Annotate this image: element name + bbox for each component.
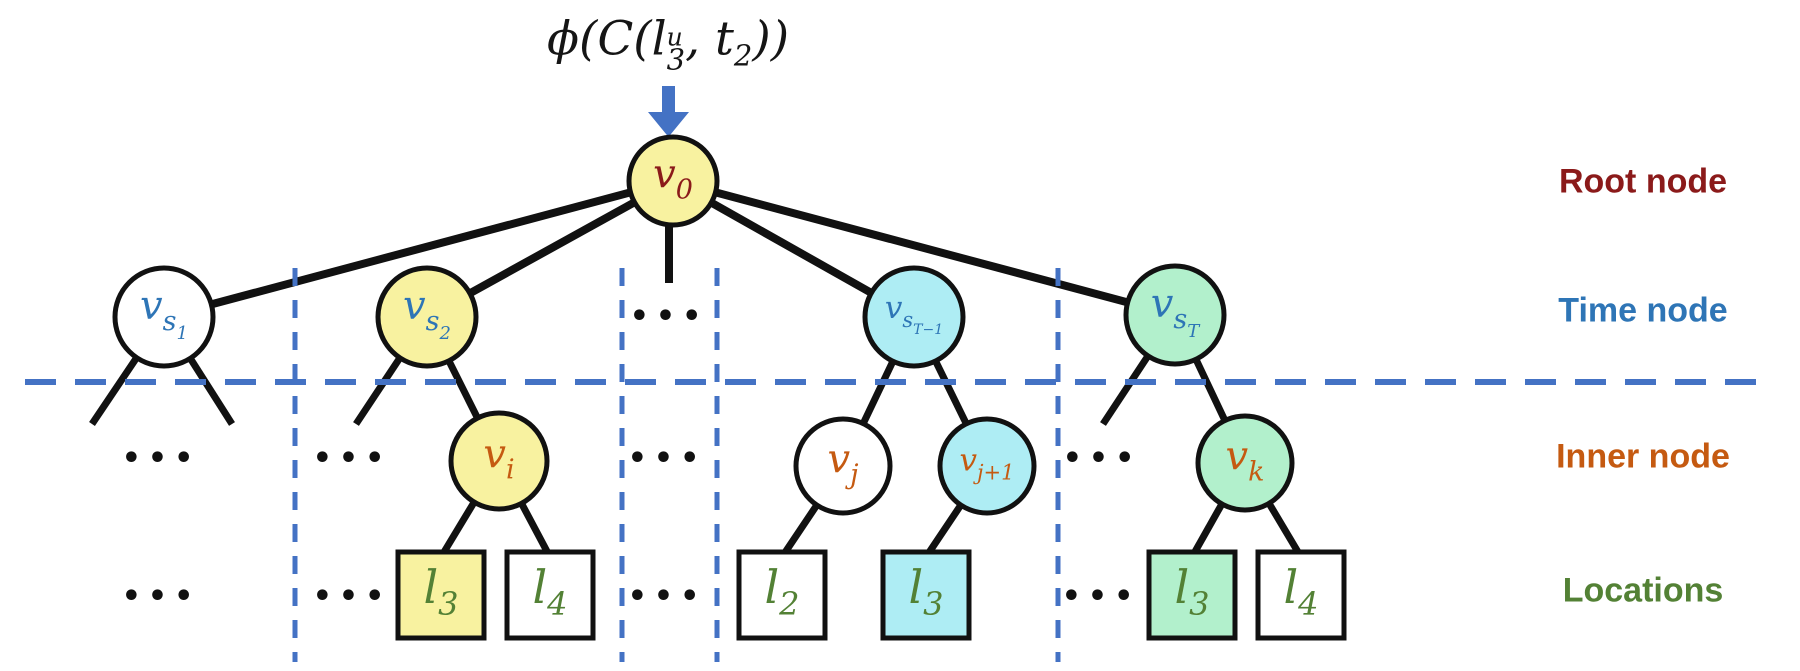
ellipsis-dots-locations-4: ••• xyxy=(1061,579,1141,614)
label-root-base: v xyxy=(653,151,676,198)
label-root-sub: 0 xyxy=(675,174,693,206)
formula-open: (C( xyxy=(578,11,652,67)
label-node-inner-k: vk xyxy=(1226,437,1265,486)
label-l3c-base: l xyxy=(908,559,924,614)
label-node-time-s1: vs1 xyxy=(140,286,188,343)
label-l4a-sub: 4 xyxy=(547,584,568,623)
label-sT-subsub: T xyxy=(1187,321,1200,343)
label-l3c-sub: 3 xyxy=(923,584,944,623)
label-j1-base: v xyxy=(959,442,978,479)
loc-l4-left xyxy=(504,549,596,641)
label-loc-l3-yellow: l3 xyxy=(423,564,458,620)
ellipsis-dots-inner-1: ••• xyxy=(121,441,201,476)
label-loc-l2: l2 xyxy=(764,564,799,620)
legend-time-node: Time node xyxy=(1558,291,1728,330)
formula-annotation: ϕ(C(l u 3, t2)) xyxy=(547,16,789,77)
node-inner-i xyxy=(448,410,550,512)
label-loc-l4-left: l4 xyxy=(532,564,567,620)
node-inner-j xyxy=(793,416,893,516)
formula-t-sub: 2 xyxy=(733,38,753,73)
label-loc-l3-green: l3 xyxy=(1174,564,1209,620)
node-inner-k xyxy=(1195,413,1295,513)
loc-l3-yellow xyxy=(395,549,487,641)
label-s2-sub: s xyxy=(425,306,440,338)
label-l3g-sub: 3 xyxy=(1189,584,1210,623)
formula-l-sub: 3 xyxy=(666,42,686,77)
edge-root-vs1 xyxy=(162,177,675,321)
label-k-base: v xyxy=(1225,433,1249,480)
label-sT1-subsub: T−1 xyxy=(913,322,944,339)
node-time-sT xyxy=(1123,263,1227,367)
node-root xyxy=(626,134,720,228)
label-s2-subsub: 2 xyxy=(439,323,451,345)
legend-locations: Locations xyxy=(1562,571,1724,610)
label-l4a-base: l xyxy=(532,559,548,614)
label-node-inner-j1: vj+1 xyxy=(960,445,1015,483)
label-l2-base: l xyxy=(764,559,780,614)
label-node-inner-i: vi xyxy=(483,435,514,484)
label-sT1-base: v xyxy=(884,290,903,327)
node-time-s1 xyxy=(112,265,216,369)
ellipsis-dots-locations-3: ••• xyxy=(627,579,707,614)
label-l3g-base: l xyxy=(1174,559,1190,614)
edge-root-vst xyxy=(671,177,1177,319)
label-s1-base: v xyxy=(140,283,163,330)
label-l3y-base: l xyxy=(423,559,439,614)
label-node-root: v0 xyxy=(653,155,693,204)
ellipsis-dots-inner-4: ••• xyxy=(1062,441,1142,476)
label-l2-sub: 2 xyxy=(779,584,800,623)
label-node-time-sT-1: vsT−1 xyxy=(884,290,944,339)
dashed-guides xyxy=(25,268,1767,662)
loc-l4-right xyxy=(1255,549,1347,641)
loc-l2 xyxy=(736,549,828,641)
tree-nodes xyxy=(112,134,1347,641)
label-j-base: v xyxy=(827,436,851,483)
label-s1-subsub: 1 xyxy=(176,323,188,345)
node-inner-j1 xyxy=(937,416,1037,516)
down-arrow-icon xyxy=(648,86,689,137)
label-s1-sub: s xyxy=(162,306,177,338)
ellipsis-dots-inner-3: ••• xyxy=(627,441,707,476)
tree-edges xyxy=(89,177,1305,559)
ellipsis-dots-locations-2: ••• xyxy=(312,579,392,614)
label-l3y-sub: 3 xyxy=(438,584,459,623)
label-j1-sub: j+1 xyxy=(977,460,1015,485)
label-node-time-sT: vsT xyxy=(1151,284,1199,341)
formula-close: )) xyxy=(752,11,790,67)
legend-root-node: Root node xyxy=(1558,162,1728,201)
node-time-s2 xyxy=(375,265,479,369)
label-l4b-base: l xyxy=(1283,559,1299,614)
label-i-sub: i xyxy=(505,454,515,486)
formula-t-base: t xyxy=(715,11,734,67)
label-sT-base: v xyxy=(1150,281,1174,328)
ellipsis-dots-inner-2: ••• xyxy=(312,441,392,476)
label-sT-sub: s xyxy=(1173,304,1188,336)
label-loc-l3-cyan: l3 xyxy=(908,564,943,620)
formula-l-sup: u xyxy=(666,22,683,52)
formula-phi: ϕ xyxy=(546,11,579,67)
label-i-base: v xyxy=(483,431,506,478)
label-sT1-sub: s xyxy=(902,308,914,333)
loc-l3-cyan xyxy=(880,549,972,641)
ellipsis-dots-time: ••• xyxy=(629,299,709,334)
ellipsis-dots-locations-1: ••• xyxy=(121,579,201,614)
formula-comma: , xyxy=(685,11,716,67)
label-j-sub: j xyxy=(850,459,859,491)
label-s2-base: v xyxy=(403,283,426,330)
label-node-time-s2: vs2 xyxy=(403,286,451,343)
label-l4b-sub: 4 xyxy=(1298,584,1319,623)
label-loc-l4-right: l4 xyxy=(1283,564,1318,620)
node-time-sT-1 xyxy=(862,265,966,369)
label-k-sub: k xyxy=(1248,456,1265,488)
label-node-inner-j: vj xyxy=(828,440,859,489)
loc-l3-green xyxy=(1146,549,1238,641)
formula-l-base: l xyxy=(651,11,667,67)
legend-inner-node: Inner node xyxy=(1556,437,1730,476)
